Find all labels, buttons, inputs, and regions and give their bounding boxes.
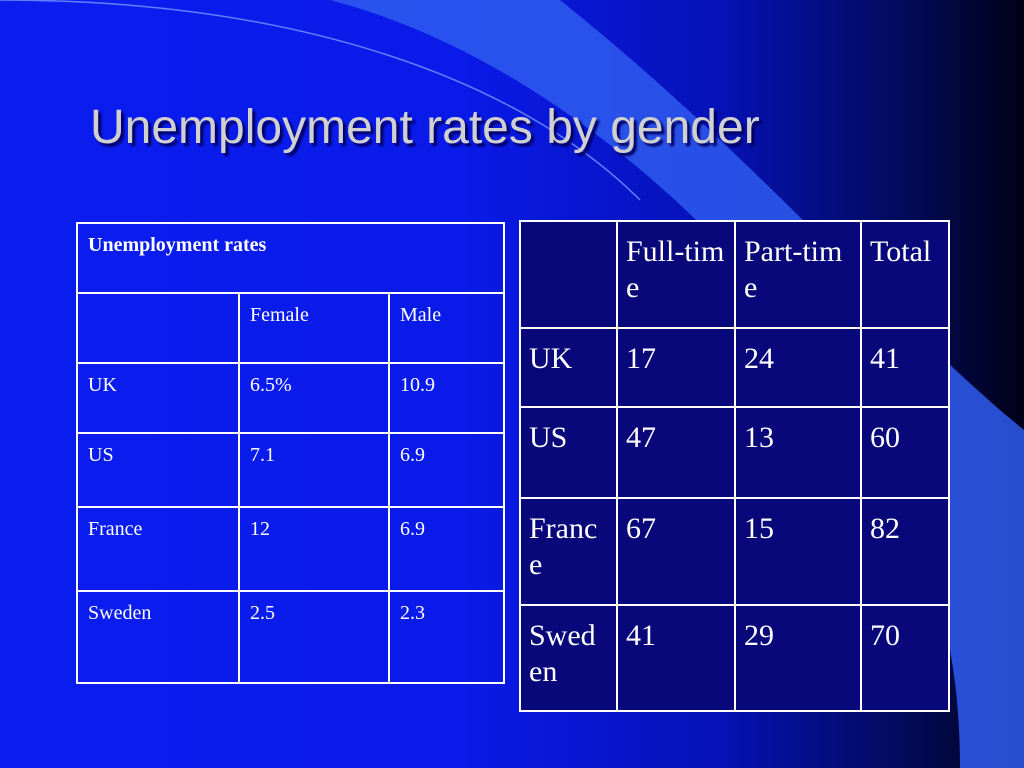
cell: US	[76, 432, 240, 508]
cell: 82	[860, 497, 950, 606]
cell: 2.5	[238, 590, 390, 684]
cell: 41	[616, 604, 736, 712]
cell: 60	[860, 406, 950, 499]
cell: 29	[734, 604, 862, 712]
cell: France	[519, 497, 618, 606]
cell: 7.1	[238, 432, 390, 508]
cell: France	[76, 506, 240, 592]
title: Unemployment rates by gender	[90, 101, 760, 154]
cell: 47	[616, 406, 736, 499]
header-cell	[76, 292, 240, 364]
cell: 6.9	[387, 432, 506, 508]
cell: US	[519, 406, 618, 499]
cell: UK	[76, 362, 240, 434]
header-cell: Male	[387, 292, 506, 364]
cell: 10.9	[387, 362, 506, 434]
header-cell: Female	[238, 292, 390, 364]
table-right: Full-time Part-time Total UK 17 24 41 US 47 1…	[519, 220, 950, 712]
cell: 15	[734, 497, 862, 606]
cell: 2.3	[387, 590, 506, 684]
table-left: Unemployment rates Female Male UK 6.5% 10.…	[75, 222, 506, 684]
swoosh-line	[0, 0, 641, 201]
cell: 67	[616, 497, 736, 606]
cell: UK	[519, 327, 618, 408]
header-cell: Total	[860, 220, 950, 329]
cell: Sweden	[76, 590, 240, 684]
cell: Sweden	[519, 604, 618, 712]
cell: 6.5%	[238, 362, 390, 434]
header-cell: Full-time	[616, 220, 736, 329]
cell: 24	[734, 327, 862, 408]
header-cell: Part-time	[734, 220, 862, 329]
cell: 12	[238, 506, 390, 592]
table-caption: Unemployment rates	[75, 222, 506, 294]
header-cell	[519, 220, 618, 329]
cell: 17	[616, 327, 736, 408]
cell: 13	[734, 406, 862, 499]
cell: 70	[860, 604, 950, 712]
cell: 6.9	[387, 506, 506, 592]
cell: 41	[860, 327, 950, 408]
